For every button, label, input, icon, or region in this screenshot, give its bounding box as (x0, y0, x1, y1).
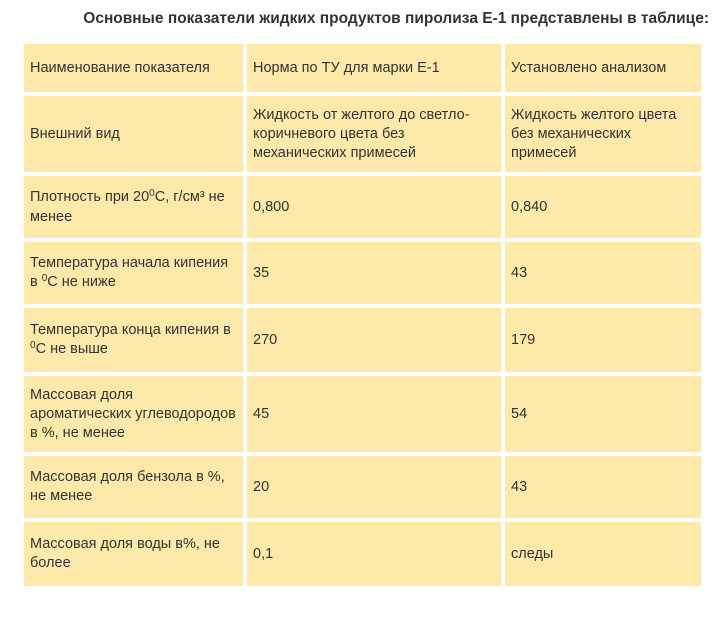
degree-superscript: 0 (41, 272, 48, 284)
norm-cell: 45 (247, 376, 501, 452)
norm-cell: 0,1 (247, 522, 501, 586)
indicator-cell: Внешний вид (24, 96, 243, 172)
table-row: Массовая доля бензола в %, не менее 20 4… (24, 456, 701, 518)
table-header-row: Наименование показателя Норма по ТУ для … (24, 44, 701, 92)
norm-cell: Жидкость от желтого до светло-коричневог… (247, 96, 501, 172)
header-cell-measured: Установлено анализом (505, 44, 701, 92)
measured-cell: 54 (505, 376, 701, 452)
indicator-cell: Массовая доля ароматических углеводородо… (24, 376, 243, 452)
indicator-cell: Плотность при 200С, г/см³ не менее (24, 176, 243, 238)
specification-table: Наименование показателя Норма по ТУ для … (20, 40, 705, 590)
norm-cell: 20 (247, 456, 501, 518)
indicator-cell: Температура конца кипения в 0С не выше (24, 308, 243, 372)
indicator-text: С не выше (35, 340, 108, 357)
measured-cell: 43 (505, 242, 701, 304)
degree-superscript: 0 (30, 339, 36, 351)
indicator-text: С не ниже (47, 273, 116, 290)
degree-superscript: 0 (149, 187, 155, 199)
indicator-text: Плотность при 20 (30, 188, 150, 205)
table-row: Температура начала кипения в 0С не ниже … (24, 242, 701, 304)
table-row: Температура конца кипения в 0С не выше 2… (24, 308, 701, 372)
page-title: Основные показатели жидких продуктов пир… (83, 10, 709, 27)
indicator-cell: Массовая доля бензола в %, не менее (24, 456, 243, 518)
indicator-cell: Массовая доля воды в%, не более (24, 522, 243, 586)
header-cell-indicator: Наименование показателя (24, 44, 243, 92)
measured-cell: 43 (505, 456, 701, 518)
norm-cell: 270 (247, 308, 501, 372)
measured-cell: Жидкость желтого цвета без механических … (505, 96, 701, 172)
indicator-text: Температура конца кипения в (30, 321, 231, 338)
table-row: Плотность при 200С, г/см³ не менее 0,800… (24, 176, 701, 238)
table-row: Массовая доля ароматических углеводородо… (24, 376, 701, 452)
header-cell-norm: Норма по ТУ для марки Е-1 (247, 44, 501, 92)
table-row: Массовая доля воды в%, не более 0,1 след… (24, 522, 701, 586)
indicator-text: Температура начала кипения в (30, 254, 229, 290)
indicator-cell: Температура начала кипения в 0С не ниже (24, 242, 243, 304)
table-row: Внешний вид Жидкость от желтого до светл… (24, 96, 701, 172)
measured-cell: следы (505, 522, 701, 586)
measured-cell: 0,840 (505, 176, 701, 238)
indicator-text: С, г/см³ не менее (30, 188, 225, 225)
norm-cell: 0,800 (247, 176, 501, 238)
measured-cell: 179 (505, 308, 701, 372)
norm-cell: 35 (247, 242, 501, 304)
